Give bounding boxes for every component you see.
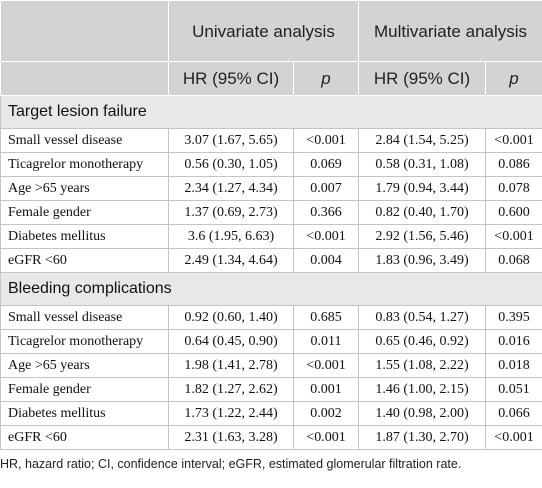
table-row: Female gender 1.82 (1.27, 2.62) 0.001 1.46 … — [0, 377, 542, 402]
group-header: Univariate analysis — [168, 0, 359, 62]
table-cell: 0.078 — [485, 176, 542, 201]
row-label: Female gender — [0, 200, 169, 225]
table-cell: 0.002 — [293, 401, 359, 426]
table-cell: 2.34 (1.27, 4.34) — [168, 176, 294, 201]
table-row: Diabetes mellitus 3.6 (1.95, 6.63) <0.001 2… — [0, 224, 542, 249]
table-cell: <0.001 — [293, 128, 359, 153]
table-cell: 0.051 — [485, 377, 542, 402]
row-label: Ticagrelor monotherapy — [0, 152, 169, 177]
table-row: HR (95% CI) p HR (95% CI) p — [0, 61, 542, 96]
row-label: Female gender — [0, 377, 169, 402]
table-cell: 1.98 (1.41, 2.78) — [168, 353, 294, 378]
table-cell: 0.82 (0.40, 1.70) — [358, 200, 486, 225]
table-row: Univariate analysis Multivariate analysis — [0, 0, 542, 62]
row-label: Age >65 years — [0, 176, 169, 201]
section-title: Target lesion failure — [0, 95, 542, 129]
table-cell: <0.001 — [293, 425, 359, 450]
table-cell: 1.83 (0.96, 3.49) — [358, 248, 486, 273]
table-cell: 0.018 — [485, 353, 542, 378]
table-row: Diabetes mellitus 1.73 (1.22, 2.44) 0.002 1… — [0, 401, 542, 426]
row-label: Ticagrelor monotherapy — [0, 329, 169, 354]
table-row: Ticagrelor monotherapy 0.56 (0.30, 1.05) 0… — [0, 152, 542, 177]
row-label: eGFR <60 — [0, 248, 169, 273]
table-cell: 2.84 (1.54, 5.25) — [358, 128, 486, 153]
row-label: Small vessel disease — [0, 128, 169, 153]
table-cell: 1.73 (1.22, 2.44) — [168, 401, 294, 426]
section-title: Bleeding complications — [0, 272, 542, 306]
column-header: HR (95% CI) — [358, 61, 486, 96]
row-label: Small vessel disease — [0, 305, 169, 330]
table-cell: <0.001 — [485, 224, 542, 249]
row-label: eGFR <60 — [0, 425, 169, 450]
table-cell: 0.016 — [485, 329, 542, 354]
table-cell: 1.55 (1.08, 2.22) — [358, 353, 486, 378]
header-corner — [0, 0, 169, 62]
table-row: eGFR <60 2.49 (1.34, 4.64) 0.004 1.83 (0.96… — [0, 248, 542, 273]
table-cell: 0.685 — [293, 305, 359, 330]
table-cell: 1.82 (1.27, 2.62) — [168, 377, 294, 402]
row-label: Age >65 years — [0, 353, 169, 378]
table-cell: 0.066 — [485, 401, 542, 426]
table-row: Female gender 1.37 (0.69, 2.73) 0.366 0.82 … — [0, 200, 542, 225]
table-cell: 2.49 (1.34, 4.64) — [168, 248, 294, 273]
table-cell: <0.001 — [485, 425, 542, 450]
table-cell: 0.001 — [293, 377, 359, 402]
column-header: p — [485, 61, 542, 96]
table-cell: 0.64 (0.45, 0.90) — [168, 329, 294, 354]
table-cell: <0.001 — [293, 353, 359, 378]
table-cell: 0.068 — [485, 248, 542, 273]
table-cell: 1.40 (0.98, 2.00) — [358, 401, 486, 426]
row-label: Diabetes mellitus — [0, 401, 169, 426]
table-cell: 0.83 (0.54, 1.27) — [358, 305, 486, 330]
table-cell: 3.6 (1.95, 6.63) — [168, 224, 294, 249]
table-row: Small vessel disease 0.92 (0.60, 1.40) 0.6… — [0, 305, 542, 330]
table-cell: 1.37 (0.69, 2.73) — [168, 200, 294, 225]
footnote: HR, hazard ratio; CI, confidence interva… — [0, 457, 462, 471]
column-header: p — [293, 61, 359, 96]
table-cell: 1.87 (1.30, 2.70) — [358, 425, 486, 450]
table-row: Ticagrelor monotherapy 0.64 (0.45, 0.90) 0… — [0, 329, 542, 354]
row-label: Diabetes mellitus — [0, 224, 169, 249]
table-cell: 2.92 (1.56, 5.46) — [358, 224, 486, 249]
table-cell: 0.069 — [293, 152, 359, 177]
table-cell: <0.001 — [485, 128, 542, 153]
header-corner — [0, 61, 169, 96]
group-header: Multivariate analysis — [358, 0, 542, 62]
table-cell: 0.366 — [293, 200, 359, 225]
table-cell: 0.600 — [485, 200, 542, 225]
table-cell: 3.07 (1.67, 5.65) — [168, 128, 294, 153]
table: Univariate analysis Multivariate analysis… — [0, 0, 542, 450]
table-cell: 1.79 (0.94, 3.44) — [358, 176, 486, 201]
table-cell: 0.92 (0.60, 1.40) — [168, 305, 294, 330]
table-cell: 0.007 — [293, 176, 359, 201]
table-cell: 0.004 — [293, 248, 359, 273]
table-cell: 2.31 (1.63, 3.28) — [168, 425, 294, 450]
table-cell: 0.395 — [485, 305, 542, 330]
table-row: Bleeding complications — [0, 272, 542, 306]
table-cell: 0.65 (0.46, 0.92) — [358, 329, 486, 354]
table-row: Age >65 years 1.98 (1.41, 2.78) <0.001 1.55… — [0, 353, 542, 378]
column-header: HR (95% CI) — [168, 61, 294, 96]
table-cell: 0.56 (0.30, 1.05) — [168, 152, 294, 177]
table-row: Target lesion failure — [0, 95, 542, 129]
table-cell: <0.001 — [293, 224, 359, 249]
table-cell: 0.011 — [293, 329, 359, 354]
table-row: eGFR <60 2.31 (1.63, 3.28) <0.001 1.87 (1.3… — [0, 425, 542, 450]
table-row: Small vessel disease 3.07 (1.67, 5.65) <0.… — [0, 128, 542, 153]
table-row: Age >65 years 2.34 (1.27, 4.34) 0.007 1.79 … — [0, 176, 542, 201]
table-cell: 0.086 — [485, 152, 542, 177]
table-cell: 0.58 (0.31, 1.08) — [358, 152, 486, 177]
table-cell: 1.46 (1.00, 2.15) — [358, 377, 486, 402]
